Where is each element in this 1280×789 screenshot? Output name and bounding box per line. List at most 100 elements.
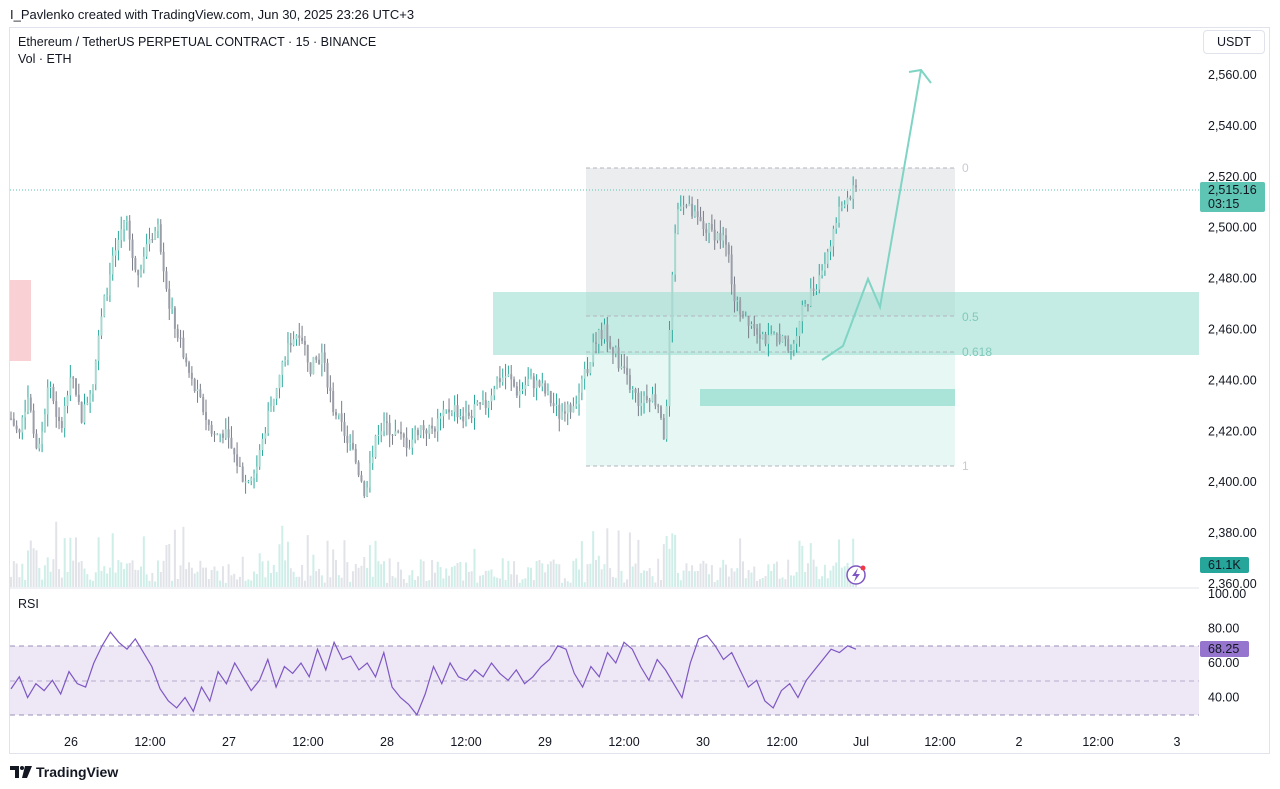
tradingview-logo[interactable]: TradingView — [10, 764, 118, 780]
candle-body — [450, 411, 453, 413]
candle-body — [809, 288, 812, 306]
candle-body — [238, 465, 241, 467]
candle-body — [125, 220, 128, 222]
volume-bar — [812, 559, 815, 587]
volume-bar — [52, 559, 55, 587]
candle-body — [278, 374, 281, 389]
volume-bar — [425, 580, 428, 587]
last-price-value: 2,515.16 — [1208, 183, 1257, 197]
candle-body — [213, 433, 216, 435]
candle-body — [676, 209, 679, 234]
candle-body — [182, 337, 185, 358]
volume-bar — [665, 535, 668, 587]
candle-body — [60, 421, 63, 429]
candle-body — [640, 403, 643, 406]
candle-body — [106, 295, 109, 297]
volume-bar — [391, 576, 394, 587]
volume-bar — [117, 560, 120, 587]
volume-bar — [176, 579, 179, 587]
volume-bar — [35, 550, 38, 587]
volume-bar — [589, 563, 592, 587]
candle-body — [563, 411, 566, 414]
candle-body — [69, 377, 72, 396]
candle-body — [230, 437, 233, 449]
volume-bar — [173, 529, 176, 587]
volume-bar — [527, 567, 530, 587]
volume-bar — [750, 572, 753, 587]
volume-bar — [445, 568, 448, 587]
price-tick-label: 2,420.00 — [1208, 424, 1257, 438]
volume-bar — [603, 564, 606, 587]
rsi-series-line — [10, 630, 857, 716]
candle-body — [756, 328, 759, 335]
time-tick-label: 30 — [696, 735, 710, 749]
candle-body — [272, 398, 275, 407]
volume-bar — [611, 576, 614, 587]
candle-body — [498, 378, 501, 383]
candle-body — [236, 454, 239, 466]
candle-body — [798, 321, 801, 337]
volume-bar — [193, 573, 196, 587]
candle-body — [654, 394, 657, 406]
volume-bar — [298, 576, 301, 587]
candle-body — [744, 316, 747, 318]
volume-bar — [190, 567, 193, 587]
rsi-tick-label: 100.00 — [1208, 587, 1246, 601]
volume-bar — [165, 545, 168, 587]
candles — [10, 176, 857, 499]
candle-body — [349, 442, 352, 444]
candle-body — [524, 384, 527, 390]
candle-body — [411, 439, 414, 448]
volume-bar — [388, 558, 391, 587]
candle-body — [552, 403, 555, 406]
volume-bar — [58, 569, 61, 587]
candle-body — [383, 421, 386, 432]
candle-body — [368, 463, 371, 488]
candle-body — [58, 416, 61, 422]
candle-body — [465, 412, 467, 422]
candle-body — [343, 421, 346, 436]
candle-body — [29, 397, 32, 411]
candle-body — [145, 244, 148, 257]
candle-body — [123, 220, 126, 230]
candle-body — [267, 410, 270, 434]
candle-body — [572, 406, 575, 413]
volume-bar — [80, 560, 83, 587]
time-tick-label: 12:00 — [134, 735, 165, 749]
volume-bar — [575, 558, 578, 587]
time-axis[interactable]: 26 12:00 27 12:00 28 12:00 29 12:00 30 12:00 Jul 12… — [64, 735, 1180, 749]
volume-bar — [41, 579, 44, 587]
candle-body — [354, 448, 357, 463]
volume-bar — [481, 575, 484, 587]
fib-label-0.5: 0.5 — [962, 310, 979, 324]
volume-bar — [335, 559, 337, 587]
rsi-axis[interactable]: 100.00 80.00 60.00 40.00 — [1208, 587, 1246, 705]
candle-body — [219, 433, 222, 435]
price-axis[interactable]: 2,560.00 2,540.00 2,520.00 2,500.00 2,480.00… — [1208, 68, 1257, 591]
volume-bar — [216, 570, 219, 587]
candle-body — [595, 342, 597, 344]
volume-bar — [773, 563, 776, 587]
time-tick-label: 12:00 — [292, 735, 323, 749]
volume-bar — [490, 569, 493, 587]
volume-bar — [309, 575, 312, 587]
candle-body — [725, 235, 727, 245]
volume-bar — [230, 575, 233, 587]
candle-body — [63, 405, 66, 429]
candle-body — [185, 357, 188, 363]
candle-body — [840, 206, 843, 208]
volume-bar — [320, 575, 323, 587]
currency-button[interactable]: USDT — [1203, 30, 1265, 54]
volume-bar — [77, 562, 80, 587]
volume-bar — [332, 549, 335, 587]
candle-body — [202, 396, 205, 413]
volume-bar — [535, 561, 538, 587]
volume-bar — [465, 562, 467, 587]
volume-bar — [586, 564, 589, 587]
candle-body — [301, 337, 304, 341]
candle-body — [323, 352, 326, 363]
volume-bar — [247, 579, 250, 587]
candle-body — [580, 378, 583, 393]
lightning-icon[interactable] — [846, 565, 866, 585]
